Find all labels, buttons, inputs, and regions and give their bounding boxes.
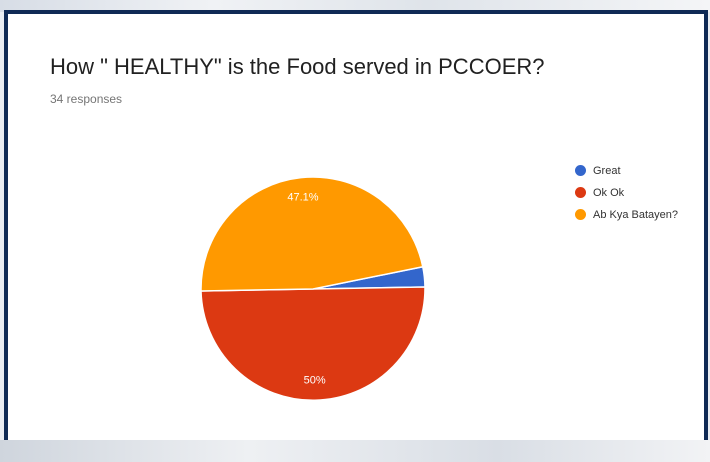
chart-legend: Great Ok Ok Ab Kya Batayen? [575, 162, 678, 228]
chart-title: How " HEALTHY" is the Food served in PCC… [50, 54, 545, 79]
pie-data-label: 50% [304, 375, 326, 387]
response-count: 34 responses [50, 92, 123, 106]
legend-swatch [575, 165, 586, 176]
pie-slices [200, 176, 426, 402]
chart-card: How " HEALTHY" is the Food served in PCC… [4, 10, 708, 440]
background-bottom-strip [0, 440, 710, 462]
pie-data-label: 47.1% [287, 192, 318, 204]
background-top-strip [0, 0, 710, 12]
pie-data-labels: 50% 47.1% [287, 192, 325, 387]
legend-label: Ab Kya Batayen? [593, 208, 679, 221]
pie-slice-ok-ok[interactable] [200, 286, 426, 402]
legend-swatch [575, 209, 586, 220]
legend-label: Great [593, 164, 621, 177]
legend-swatch [575, 187, 586, 198]
legend-item[interactable]: Great [575, 162, 678, 179]
pie-slice-ab-kya-batayen[interactable] [200, 176, 424, 292]
legend-item[interactable]: Ab Kya Batayen? [575, 206, 678, 223]
legend-label: Ok Ok [593, 186, 625, 199]
legend-item[interactable]: Ok Ok [575, 184, 678, 201]
pie-chart: 50% 47.1% [200, 176, 426, 402]
